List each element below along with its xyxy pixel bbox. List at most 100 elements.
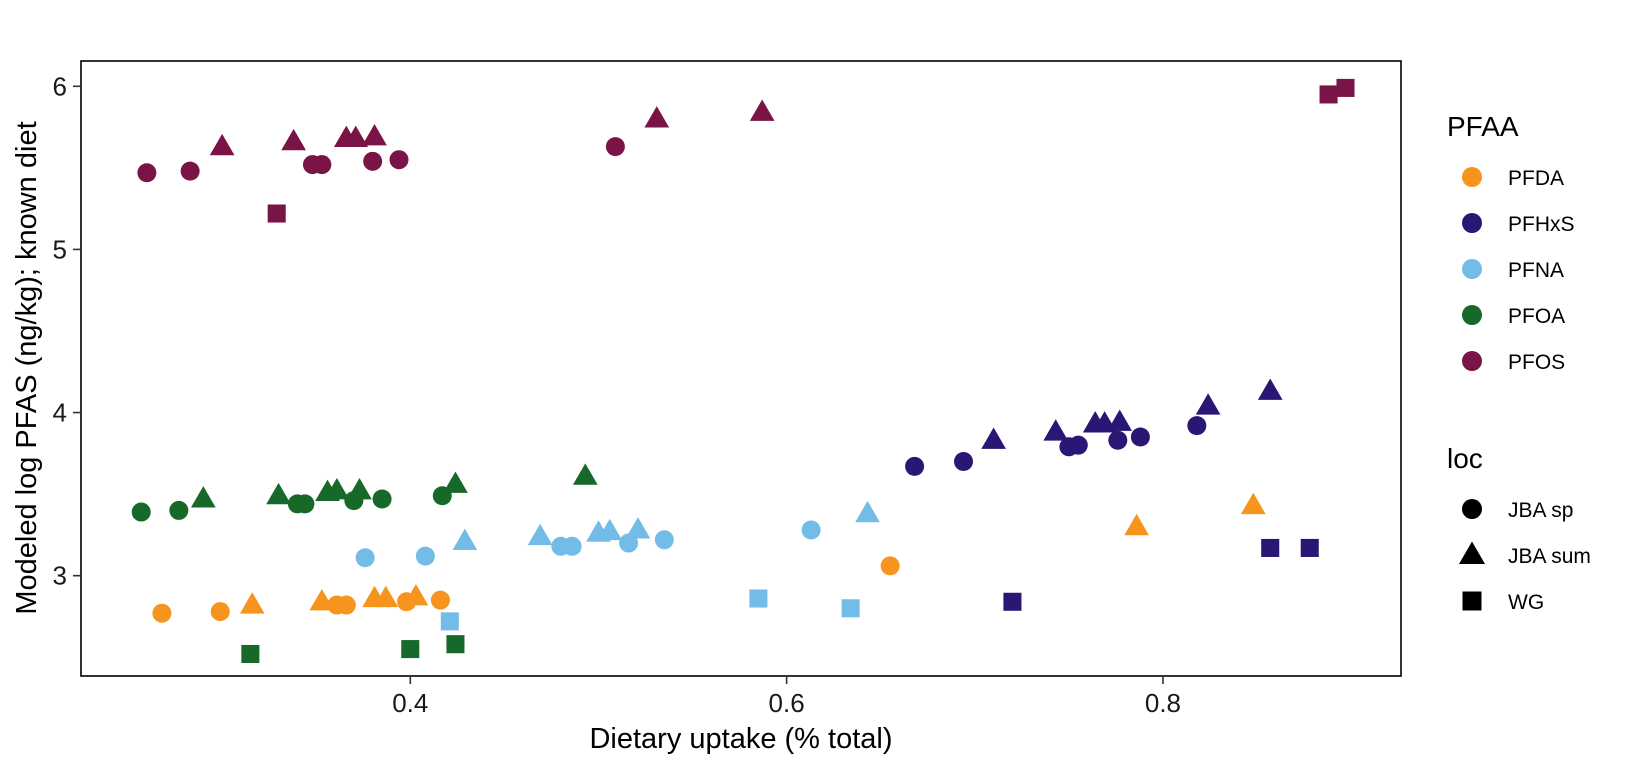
x-tick-label: 0.8 — [1145, 688, 1181, 718]
legend-key — [1462, 167, 1482, 187]
data-point — [1257, 378, 1283, 400]
data-point — [266, 482, 291, 505]
legend-label: JBA sp — [1508, 499, 1573, 522]
data-point — [312, 155, 332, 175]
data-point — [281, 128, 306, 151]
data-point — [749, 589, 768, 608]
data-point — [190, 486, 216, 508]
data-point — [401, 640, 420, 659]
data-point — [295, 494, 315, 514]
plot-panel — [80, 60, 1402, 677]
data-point — [1336, 78, 1355, 97]
data-point — [440, 612, 459, 631]
data-point — [1068, 435, 1088, 455]
data-point — [644, 106, 670, 128]
legend-item-jba-sum: JBA sum — [1459, 541, 1591, 568]
y-tick-label: 3 — [53, 561, 67, 591]
data-point — [954, 451, 974, 471]
y-tick-label: 6 — [53, 71, 67, 101]
data-point — [239, 592, 265, 614]
legend-key — [1462, 591, 1482, 611]
data-point — [347, 478, 372, 500]
data-point — [443, 471, 468, 493]
y-axis: 3 4 5 6 — [53, 71, 81, 591]
legend-item-pfna: PFNA — [1462, 259, 1564, 282]
legend-label: WG — [1508, 591, 1544, 614]
data-points — [131, 78, 1355, 664]
data-point — [267, 204, 286, 223]
data-point — [1124, 513, 1149, 536]
data-point — [452, 528, 478, 550]
data-point — [355, 548, 375, 568]
shape-legend-items: JBA sp JBA sum WG — [1459, 499, 1591, 614]
color-legend-items: PFDA PFHxS PFNA PFOA PFOS — [1462, 167, 1575, 374]
data-point — [841, 599, 860, 618]
data-point — [562, 536, 582, 556]
legend-key — [1462, 259, 1482, 279]
data-point — [180, 161, 200, 181]
data-point — [572, 463, 598, 485]
data-point — [905, 456, 925, 476]
data-point — [1130, 427, 1150, 447]
shape-legend-title: loc — [1447, 443, 1483, 474]
data-point — [152, 603, 172, 623]
data-point — [1107, 409, 1133, 431]
data-point — [855, 500, 880, 523]
legend-item-pfhxs: PFHxS — [1462, 213, 1575, 236]
legend-label: PFHxS — [1508, 213, 1575, 236]
data-point — [1300, 538, 1319, 557]
data-point — [1108, 430, 1128, 450]
data-point — [389, 150, 409, 170]
data-point — [597, 518, 623, 541]
legend-key — [1462, 213, 1482, 233]
data-point — [403, 584, 429, 606]
data-point — [1195, 393, 1221, 415]
legend-key — [1462, 499, 1482, 519]
data-point — [210, 602, 230, 622]
data-point — [801, 520, 821, 540]
x-axis-title: Dietary uptake (% total) — [589, 723, 892, 755]
x-axis: 0.4 0.6 0.8 — [392, 676, 1181, 718]
x-tick-label: 0.4 — [392, 688, 428, 718]
data-point — [324, 478, 350, 500]
legend-label: PFNA — [1508, 259, 1564, 282]
color-legend-title: PFAA — [1447, 111, 1519, 142]
y-tick-label: 5 — [53, 234, 67, 264]
data-point — [343, 125, 369, 148]
data-point — [625, 517, 651, 539]
data-point — [605, 137, 625, 157]
data-point — [749, 99, 775, 121]
data-point — [415, 546, 435, 566]
data-point — [446, 635, 465, 654]
legend-label: PFOS — [1508, 351, 1565, 374]
data-point — [336, 595, 356, 615]
legend-label: JBA sum — [1508, 545, 1591, 568]
data-point — [373, 585, 399, 608]
legend-label: PFDA — [1508, 167, 1564, 190]
legend-label: PFOA — [1508, 305, 1565, 328]
data-point — [1240, 492, 1266, 515]
data-point — [372, 489, 392, 509]
data-point — [363, 151, 383, 171]
data-point — [209, 133, 235, 156]
data-point — [1319, 85, 1338, 104]
data-point — [654, 530, 674, 550]
data-point — [309, 588, 335, 611]
data-point — [527, 523, 553, 546]
data-point — [169, 500, 189, 520]
data-point — [1261, 538, 1280, 557]
data-point — [1187, 416, 1207, 436]
legend-item-wg: WG — [1462, 591, 1544, 614]
y-axis-title: Modeled log PFAS (ng/kg); known diet — [11, 121, 43, 614]
data-point — [137, 163, 157, 183]
legend-item-pfoa: PFOA — [1462, 305, 1565, 328]
legend-item-pfos: PFOS — [1462, 351, 1565, 374]
data-point — [241, 644, 260, 664]
legend-key — [1462, 351, 1482, 371]
legend-item-pfda: PFDA — [1462, 167, 1564, 190]
data-point — [131, 502, 151, 522]
data-point — [1043, 419, 1069, 441]
legend-key — [1462, 305, 1482, 325]
